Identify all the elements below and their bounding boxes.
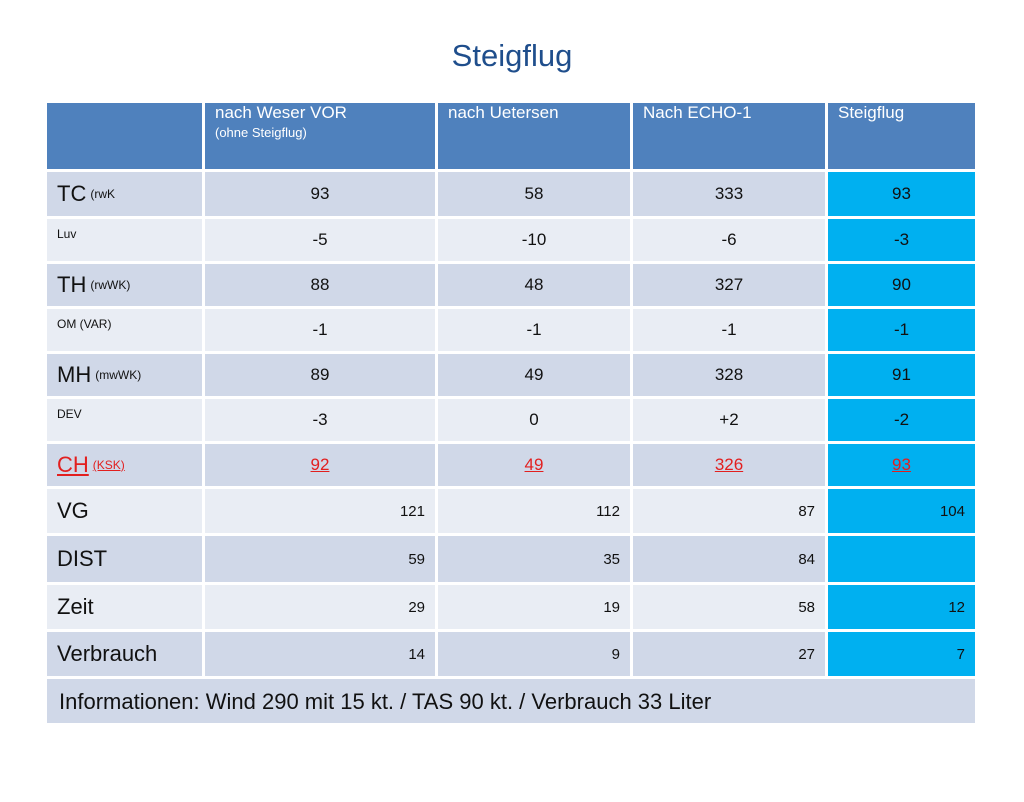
cell-mh-uetersen: 49 — [438, 354, 630, 396]
cell-dist-uetersen: 35 — [438, 536, 630, 582]
cell-vg-echo: 87 — [633, 489, 825, 533]
row-label-dev: DEV — [47, 399, 202, 441]
cell-tc-weser: 93 — [205, 172, 435, 216]
row-label-zeit: Zeit — [47, 585, 202, 629]
cell-ch-steigflug: 93 — [828, 444, 975, 486]
cell-luv-weser: -5 — [205, 219, 435, 261]
cell-dist-weser: 59 — [205, 536, 435, 582]
cell-verbrauch-steigflug: 7 — [828, 632, 975, 676]
cell-vg-weser: 121 — [205, 489, 435, 533]
cell-tc-uetersen: 58 — [438, 172, 630, 216]
row-label-vg: VG — [47, 489, 202, 533]
cell-mh-steigflug: 91 — [828, 354, 975, 396]
cell-vg-steigflug: 104 — [828, 489, 975, 533]
cell-tc-echo: 333 — [633, 172, 825, 216]
header-sublabel: (ohne Steigflug) — [215, 125, 307, 140]
cell-mh-weser: 89 — [205, 354, 435, 396]
cell-dev-uetersen: 0 — [438, 399, 630, 441]
cell-luv-echo: -6 — [633, 219, 825, 261]
cell-th-uetersen: 48 — [438, 264, 630, 306]
row-label-luv: Luv — [47, 219, 202, 261]
flight-table: nach Weser VOR (ohne Steigflug) nach Uet… — [47, 103, 975, 802]
cell-zeit-uetersen: 19 — [438, 585, 630, 629]
cell-tc-steigflug: 93 — [828, 172, 975, 216]
row-label-om-var: OM (VAR) — [47, 309, 202, 351]
row-label-verbrauch: Verbrauch — [47, 632, 202, 676]
cell-th-steigflug: 90 — [828, 264, 975, 306]
cell-verbrauch-uetersen: 9 — [438, 632, 630, 676]
cell-dev-echo: +2 — [633, 399, 825, 441]
cell-dev-steigflug: -2 — [828, 399, 975, 441]
cell-vg-uetersen: 112 — [438, 489, 630, 533]
cell-zeit-weser: 29 — [205, 585, 435, 629]
header-label: Nach ECHO-1 — [643, 103, 752, 122]
cell-th-weser: 88 — [205, 264, 435, 306]
row-label-ch: CH (KSK) — [47, 444, 202, 486]
cell-ch-weser: 92 — [205, 444, 435, 486]
row-label-th: TH (rwWK) — [47, 264, 202, 306]
row-label-dist: DIST — [47, 536, 202, 582]
info-row: Informationen: Wind 290 mit 15 kt. / TAS… — [47, 679, 975, 723]
cell-th-echo: 327 — [633, 264, 825, 306]
cell-om-weser: -1 — [205, 309, 435, 351]
cell-ch-uetersen: 49 — [438, 444, 630, 486]
cell-om-echo: -1 — [633, 309, 825, 351]
page-title: Steigflug — [451, 38, 573, 73]
header-steigflug: Steigflug — [828, 103, 975, 169]
cell-ch-echo: 326 — [633, 444, 825, 486]
header-label: Steigflug — [838, 103, 905, 122]
cell-verbrauch-echo: 27 — [633, 632, 825, 676]
header-echo-1: Nach ECHO-1 — [633, 103, 825, 169]
cell-zeit-steigflug: 12 — [828, 585, 975, 629]
cell-mh-echo: 328 — [633, 354, 825, 396]
cell-dev-weser: -3 — [205, 399, 435, 441]
cell-dist-steigflug — [828, 536, 975, 582]
header-label: nach Weser VOR — [215, 103, 347, 122]
cell-luv-uetersen: -10 — [438, 219, 630, 261]
cell-luv-steigflug: -3 — [828, 219, 975, 261]
cell-verbrauch-weser: 14 — [205, 632, 435, 676]
cell-dist-echo: 84 — [633, 536, 825, 582]
header-corner — [47, 103, 202, 169]
cell-om-steigflug: -1 — [828, 309, 975, 351]
header-weser-vor: nach Weser VOR (ohne Steigflug) — [205, 103, 435, 169]
row-label-mh: MH (mwWK) — [47, 354, 202, 396]
header-label: nach Uetersen — [448, 103, 559, 122]
row-label-tc: TC (rwK — [47, 172, 202, 216]
cell-zeit-echo: 58 — [633, 585, 825, 629]
cell-om-uetersen: -1 — [438, 309, 630, 351]
header-uetersen: nach Uetersen — [438, 103, 630, 169]
